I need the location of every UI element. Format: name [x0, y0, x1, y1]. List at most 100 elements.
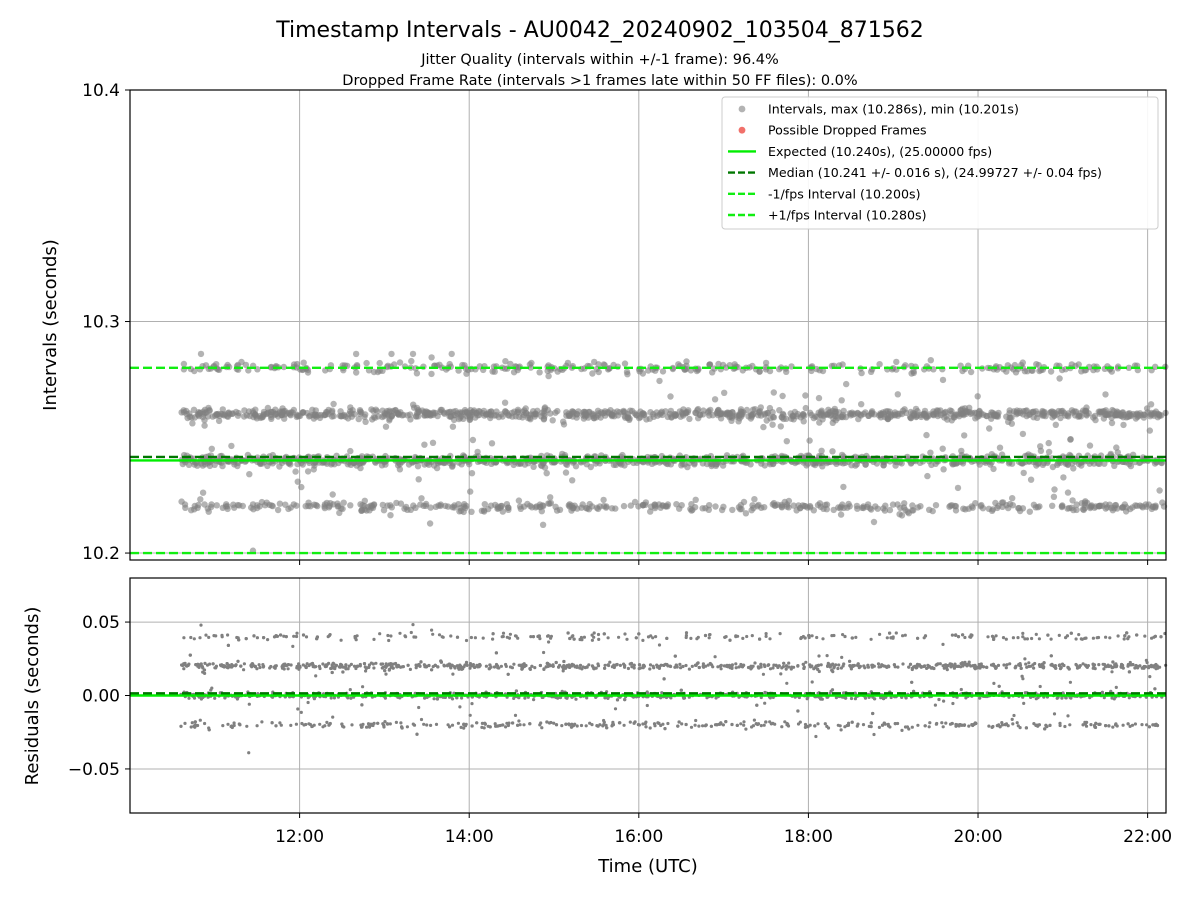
data-point [578, 637, 582, 642]
data-point [358, 507, 365, 514]
data-point [1003, 502, 1010, 509]
data-point [942, 666, 946, 670]
data-point [339, 638, 343, 642]
data-point [863, 696, 868, 700]
data-point [332, 696, 336, 700]
data-point [538, 508, 545, 515]
data-point [741, 636, 745, 641]
data-point [367, 663, 371, 667]
data-point [201, 501, 208, 508]
data-point [1009, 502, 1016, 509]
data-point [592, 631, 596, 635]
data-point [680, 722, 684, 726]
data-point [483, 411, 490, 418]
data-point [213, 696, 217, 700]
data-point [1052, 421, 1060, 428]
data-point [560, 724, 564, 728]
data-point [1048, 723, 1052, 728]
data-point [379, 662, 383, 666]
data-point [894, 631, 898, 635]
data-point [1126, 722, 1130, 726]
data-point [1122, 637, 1126, 641]
data-point-max [352, 350, 360, 358]
data-point [935, 721, 939, 726]
data-point [228, 442, 235, 450]
data-point [686, 415, 693, 423]
data-point [904, 696, 908, 700]
data-point [294, 722, 298, 726]
intervals-y-ticks: 10.210.310.4 [82, 81, 130, 564]
data-point [644, 453, 651, 461]
data-point [488, 725, 492, 729]
data-point [1073, 501, 1080, 508]
data-point [669, 364, 677, 372]
data-point [703, 633, 708, 638]
data-point [678, 662, 682, 667]
data-point [590, 633, 594, 637]
data-point [684, 663, 688, 668]
data-point [625, 637, 629, 641]
data-point [910, 725, 914, 729]
data-point [530, 664, 534, 668]
data-point [687, 667, 692, 671]
data-point [771, 666, 775, 670]
data-point [899, 407, 907, 414]
data-point [491, 637, 495, 641]
data-point [408, 667, 412, 672]
data-point [465, 663, 469, 668]
intervals-y-axis-label: Intervals (seconds) [40, 239, 61, 411]
data-point [908, 370, 915, 377]
data-point [1149, 663, 1153, 667]
data-point [425, 723, 429, 727]
data-point [489, 368, 496, 375]
data-point [639, 370, 647, 377]
data-point [280, 363, 287, 371]
data-point [939, 445, 946, 452]
data-point [365, 725, 369, 729]
intervals-frame [129, 89, 1167, 561]
data-point [802, 503, 809, 510]
data-point [236, 502, 243, 509]
data-point [1067, 667, 1071, 671]
data-point [349, 662, 353, 667]
data-point [201, 417, 208, 424]
data-point [496, 666, 500, 670]
data-point [449, 423, 457, 430]
data-point [1012, 713, 1016, 718]
data-point [838, 397, 845, 404]
data-point [1114, 505, 1121, 512]
data-point [909, 502, 916, 509]
data-point [756, 368, 763, 375]
data-point [1022, 407, 1029, 415]
data-point [347, 664, 351, 668]
data-point [766, 367, 774, 375]
data-point [188, 414, 195, 421]
data-point [429, 723, 433, 728]
data-point [763, 664, 767, 669]
data-point [923, 431, 930, 439]
data-point [213, 502, 220, 509]
data-point [514, 406, 522, 413]
data-point [756, 722, 761, 726]
data-point [532, 698, 536, 702]
data-point [1147, 401, 1155, 408]
data-point [1152, 665, 1156, 669]
data-point [432, 409, 439, 417]
data-point [569, 725, 574, 729]
data-point [1110, 696, 1114, 700]
data-point [675, 361, 682, 368]
data-point [651, 664, 655, 668]
data-point [893, 722, 897, 726]
data-point [1023, 637, 1027, 641]
data-point [282, 667, 286, 671]
data-point [312, 697, 316, 701]
data-point [475, 721, 479, 725]
data-point [421, 461, 428, 468]
data-point [768, 637, 772, 641]
data-point [1062, 460, 1069, 467]
data-point [1156, 412, 1163, 420]
data-point [1015, 721, 1019, 725]
data-point [470, 724, 474, 728]
data-point [1102, 667, 1106, 671]
data-point [621, 412, 628, 420]
